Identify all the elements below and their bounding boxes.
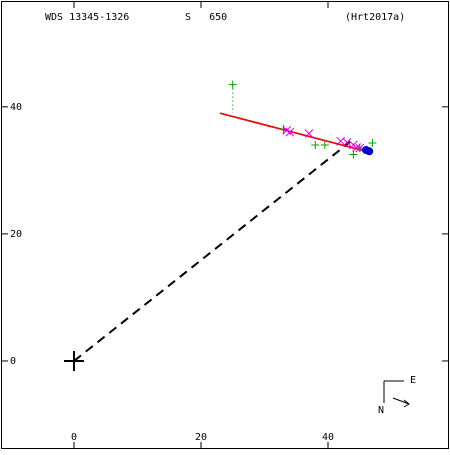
wds-id: WDS 13345-1326 xyxy=(45,12,129,23)
compass-east: E xyxy=(410,375,416,386)
series-line xyxy=(219,112,367,153)
y-tick-label: 20 xyxy=(10,229,22,240)
compass-north: N xyxy=(378,405,384,416)
x-tick-label: 0 xyxy=(71,432,77,443)
y-tick-label: 0 xyxy=(10,356,16,367)
x-tick-label: 40 xyxy=(322,432,334,443)
compass xyxy=(383,380,410,408)
marker-plus xyxy=(349,150,358,159)
marker-cross xyxy=(285,127,295,137)
marker-cross xyxy=(352,143,361,152)
series-line xyxy=(73,140,351,362)
marker-dot xyxy=(365,147,374,156)
compass-arrow xyxy=(392,397,410,408)
marker-cross xyxy=(304,129,314,138)
star-name: S 650 xyxy=(185,12,227,23)
marker-plus xyxy=(228,80,237,89)
reference: (Hrt2017a) xyxy=(345,12,405,23)
marker-plus xyxy=(368,139,377,148)
primary-star xyxy=(64,350,85,371)
marker-plus xyxy=(320,140,329,149)
x-tick-label: 20 xyxy=(195,432,207,443)
y-tick-label: 40 xyxy=(10,102,22,113)
marker-cross xyxy=(342,138,352,147)
marker-plus xyxy=(311,140,320,149)
